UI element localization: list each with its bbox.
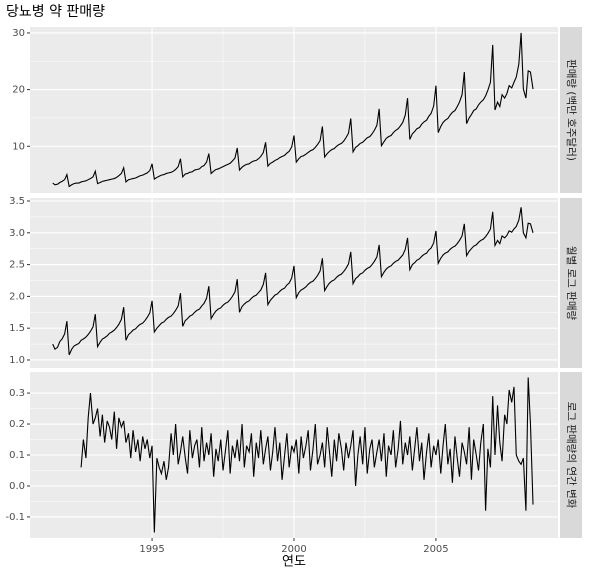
chart-title: 당뇨병 약 판매량 — [6, 4, 105, 20]
data-line — [52, 32, 534, 188]
strip-label: 로그 판매량의 연간 변화 — [565, 402, 577, 509]
x-tick-label: 2005 — [423, 544, 448, 555]
y-tick-label: 3.5 — [9, 196, 25, 207]
y-tick-label: 1.0 — [9, 355, 25, 366]
strip-background — [560, 27, 582, 193]
strip-label: 월별 로그 판매량 — [565, 246, 577, 321]
x-tick-label: 2000 — [281, 544, 306, 555]
y-tick-label: 2.0 — [9, 291, 25, 302]
strip-background — [560, 372, 582, 538]
strip-background — [560, 198, 582, 368]
y-tick-label: -0.1 — [5, 512, 25, 523]
strip-label: 판매량 (백만 호주달러) — [565, 59, 577, 161]
y-tick-label: 3.0 — [9, 228, 25, 239]
y-tick-label: 0.3 — [9, 388, 25, 399]
y-tick-label: 10 — [12, 141, 25, 152]
data-line — [52, 207, 534, 356]
y-tick-label: 0.1 — [9, 450, 25, 461]
y-tick-label: 1.5 — [9, 323, 25, 334]
y-tick-label: 0.0 — [9, 481, 25, 492]
y-tick-label: 30 — [12, 28, 25, 39]
y-tick-label: 2.5 — [9, 260, 25, 271]
y-tick-label: 0.2 — [9, 419, 25, 430]
x-axis-label: 연도 — [282, 555, 306, 570]
x-tick-label: 1995 — [139, 544, 164, 555]
y-tick-label: 20 — [12, 85, 25, 96]
data-line — [80, 377, 534, 533]
